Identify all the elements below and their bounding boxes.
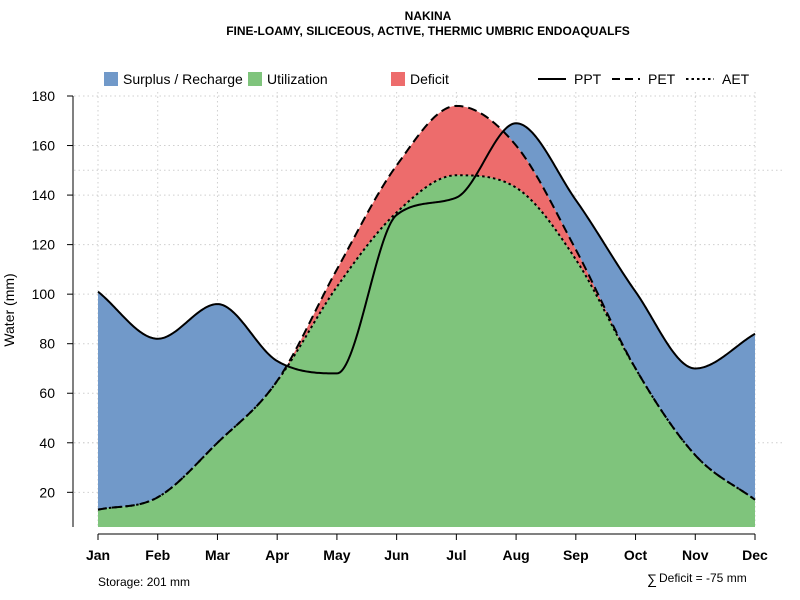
y-tick-label-40: 40: [39, 435, 55, 451]
x-tick-label-dec: Dec: [742, 547, 768, 563]
series-line-ppt: [97, 122, 756, 375]
x-tick-label-may: May: [323, 547, 350, 563]
storage-annotation: Storage: 201 mm: [98, 575, 190, 589]
x-tick-label-sep: Sep: [563, 547, 589, 563]
y-tick-label-80: 80: [39, 336, 55, 352]
series-lines: [97, 104, 756, 511]
y-tick-label-20: 20: [39, 484, 55, 500]
legend-label-surplus-recharge: Surplus / Recharge: [123, 71, 243, 87]
legend-label-pet: PET: [648, 71, 676, 87]
x-tick-label-oct: Oct: [624, 547, 648, 563]
y-tick-label-160: 160: [32, 138, 56, 154]
x-tick-label-apr: Apr: [265, 547, 290, 563]
chart-subtitle: FINE-LOAMY, SILICEOUS, ACTIVE, THERMIC U…: [226, 24, 630, 38]
y-tick-label-60: 60: [39, 385, 55, 401]
legend-swatch-surplus-recharge: [104, 72, 118, 86]
chart-title: NAKINA: [405, 9, 452, 23]
legend: Surplus / Recharge Utilization Deficit PPT P…: [104, 71, 750, 87]
x-tick-label-jun: Jun: [384, 547, 409, 563]
y-tick-label-180: 180: [32, 88, 56, 104]
x-tick-label-mar: Mar: [205, 547, 230, 563]
surplus-area: [98, 105, 755, 510]
legend-label-aet: AET: [722, 71, 750, 87]
x-tick-label-jul: Jul: [446, 547, 466, 563]
x-tick-label-jan: Jan: [86, 547, 110, 563]
legend-label-utilization: Utilization: [267, 71, 328, 87]
x-tick-label-feb: Feb: [145, 547, 170, 563]
legend-swatch-utilization: [248, 72, 262, 86]
y-tick-label-120: 120: [32, 237, 56, 253]
legend-swatch-deficit: [391, 72, 405, 86]
legend-label-deficit: Deficit: [410, 71, 449, 87]
series-line-pet: [97, 104, 756, 511]
axes: 20 40 60 80 100 120 140 160 180 Jan Feb Mar Apr May Ju…: [32, 88, 768, 563]
legend-label-ppt: PPT: [574, 71, 602, 87]
y-axis-label: Water (mm): [1, 273, 17, 346]
deficit-annotation: Deficit = -75 mm: [659, 571, 747, 585]
utilization-area: [98, 175, 755, 527]
y-tick-label-140: 140: [32, 187, 56, 203]
x-tick-label-nov: Nov: [682, 547, 709, 563]
sum-symbol: ∑: [647, 571, 657, 587]
x-tick-label-aug: Aug: [502, 547, 529, 563]
y-tick-label-100: 100: [32, 286, 56, 302]
